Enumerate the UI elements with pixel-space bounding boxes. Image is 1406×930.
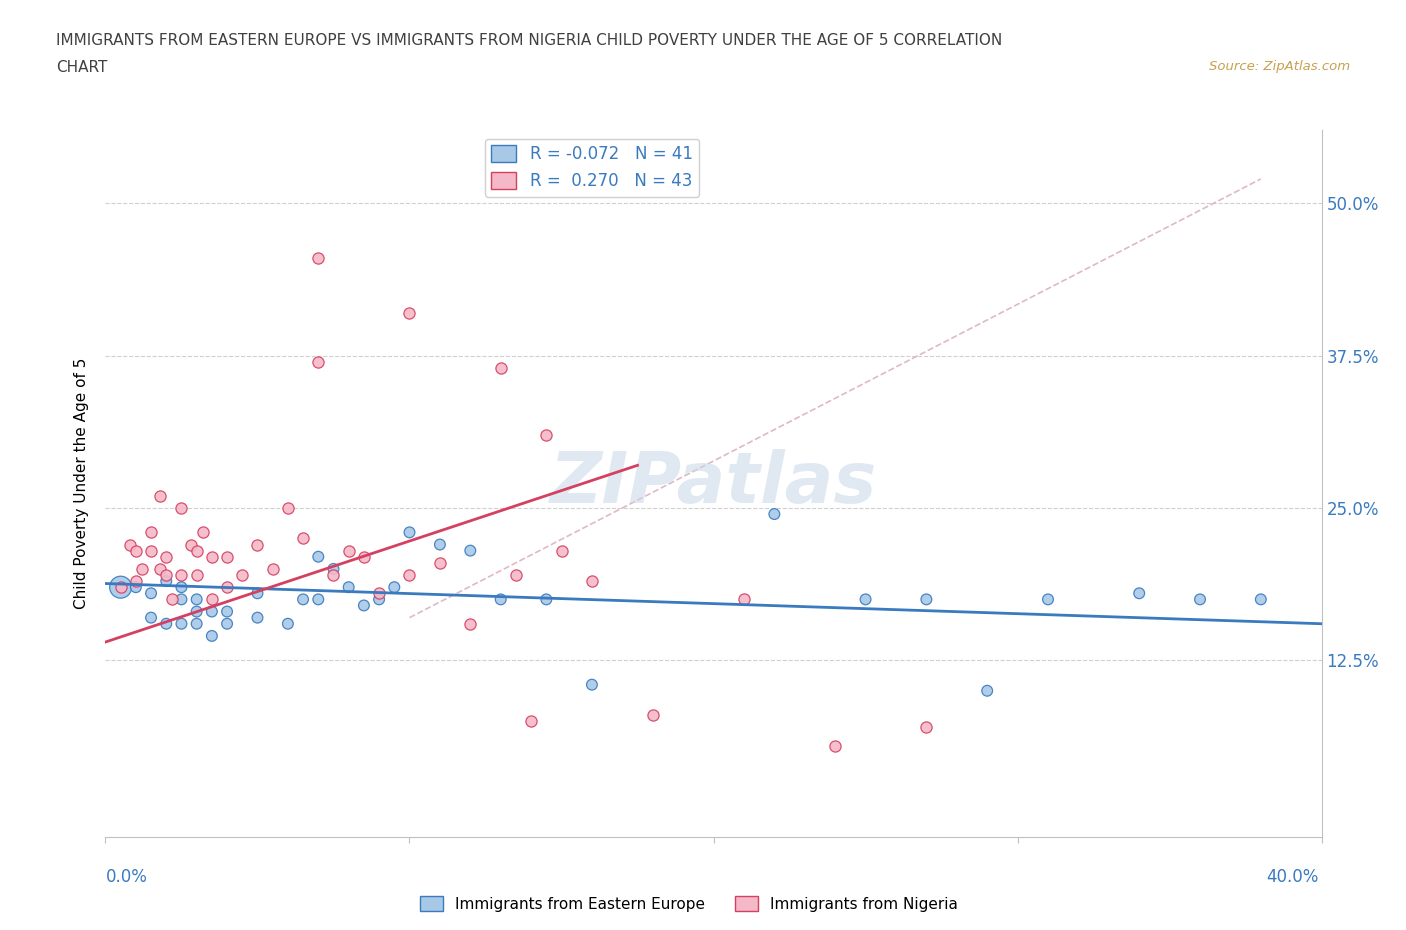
Point — [246, 586, 269, 601]
Point — [322, 567, 344, 582]
Point — [162, 591, 184, 606]
Point — [186, 591, 208, 606]
Point — [368, 591, 391, 606]
Point — [489, 361, 512, 376]
Point — [353, 550, 375, 565]
Point — [201, 591, 224, 606]
Point — [201, 550, 224, 565]
Point — [155, 617, 177, 631]
Text: 0.0%: 0.0% — [105, 868, 148, 886]
Point — [1250, 591, 1272, 606]
Point — [915, 591, 938, 606]
Point — [118, 538, 141, 552]
Point — [337, 579, 360, 594]
Point — [382, 579, 405, 594]
Point — [217, 550, 239, 565]
Point — [191, 525, 214, 539]
Point — [505, 567, 527, 582]
Point — [110, 579, 132, 594]
Point — [186, 604, 208, 619]
Point — [550, 543, 572, 558]
Point — [155, 550, 177, 565]
Point — [581, 574, 603, 589]
Point — [277, 500, 299, 515]
Point — [641, 708, 664, 723]
Text: IMMIGRANTS FROM EASTERN EUROPE VS IMMIGRANTS FROM NIGERIA CHILD POVERTY UNDER TH: IMMIGRANTS FROM EASTERN EUROPE VS IMMIGR… — [56, 33, 1002, 47]
Point — [429, 555, 451, 570]
Point — [217, 604, 239, 619]
Point — [322, 562, 344, 577]
Point — [155, 567, 177, 582]
Legend: Immigrants from Eastern Europe, Immigrants from Nigeria: Immigrants from Eastern Europe, Immigran… — [413, 889, 965, 918]
Point — [398, 306, 420, 321]
Point — [139, 543, 162, 558]
Point — [1128, 586, 1150, 601]
Point — [217, 579, 239, 594]
Point — [489, 591, 512, 606]
Text: CHART: CHART — [56, 60, 108, 75]
Point — [458, 543, 481, 558]
Point — [139, 525, 162, 539]
Point — [201, 604, 224, 619]
Legend: R = -0.072   N = 41, R =  0.270   N = 43: R = -0.072 N = 41, R = 0.270 N = 43 — [485, 139, 699, 196]
Point — [520, 714, 543, 729]
Point — [149, 488, 172, 503]
Point — [398, 525, 420, 539]
Point — [246, 538, 269, 552]
Point — [458, 617, 481, 631]
Point — [536, 428, 558, 443]
Point — [139, 610, 162, 625]
Point — [398, 567, 420, 582]
Point — [307, 251, 329, 266]
Point — [131, 562, 153, 577]
Point — [170, 617, 193, 631]
Point — [170, 591, 193, 606]
Point — [125, 574, 148, 589]
Point — [1036, 591, 1059, 606]
Point — [180, 538, 202, 552]
Point — [824, 738, 846, 753]
Point — [125, 543, 148, 558]
Point — [231, 567, 253, 582]
Point — [353, 598, 375, 613]
Point — [217, 617, 239, 631]
Point — [292, 531, 315, 546]
Point — [855, 591, 877, 606]
Point — [170, 579, 193, 594]
Point — [337, 543, 360, 558]
Point — [186, 543, 208, 558]
Point — [125, 579, 148, 594]
Point — [1188, 591, 1211, 606]
Point — [246, 610, 269, 625]
Point — [277, 617, 299, 631]
Text: ZIPatlas: ZIPatlas — [550, 449, 877, 518]
Point — [292, 591, 315, 606]
Point — [155, 574, 177, 589]
Point — [149, 562, 172, 577]
Point — [763, 507, 786, 522]
Point — [170, 567, 193, 582]
Point — [368, 586, 391, 601]
Point — [733, 591, 755, 606]
Point — [536, 591, 558, 606]
Y-axis label: Child Poverty Under the Age of 5: Child Poverty Under the Age of 5 — [75, 358, 90, 609]
Point — [307, 354, 329, 369]
Point — [139, 586, 162, 601]
Point — [307, 550, 329, 565]
Point — [262, 562, 284, 577]
Point — [581, 677, 603, 692]
Point — [307, 591, 329, 606]
Point — [976, 684, 998, 698]
Point — [186, 617, 208, 631]
Point — [110, 579, 132, 594]
Text: 40.0%: 40.0% — [1267, 868, 1319, 886]
Text: Source: ZipAtlas.com: Source: ZipAtlas.com — [1209, 60, 1350, 73]
Point — [429, 538, 451, 552]
Point — [186, 567, 208, 582]
Point — [201, 629, 224, 644]
Point — [915, 720, 938, 735]
Point — [170, 500, 193, 515]
